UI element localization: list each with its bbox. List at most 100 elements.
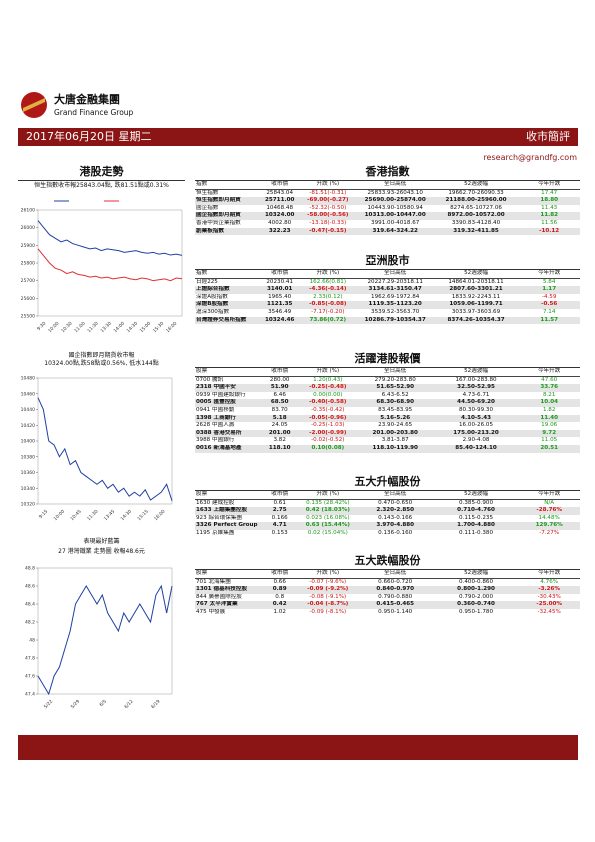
- x-tick-label: 13:45: [103, 508, 117, 522]
- x-tick-label: 14:30: [126, 320, 140, 334]
- table-cell: 7.14: [542, 308, 556, 315]
- table-cell: 10324.46: [265, 316, 295, 323]
- header-cell: 全日高低: [356, 181, 434, 190]
- table-cell: 0388 香港交易所: [196, 429, 242, 436]
- table-cell: -2.00(-0.99): [309, 429, 347, 436]
- line-series: [37, 220, 183, 256]
- table-cell: 51.90: [270, 384, 289, 391]
- table-cell: 1.02: [273, 608, 286, 615]
- table-cell: 319.64-324.22: [372, 227, 418, 234]
- table-cell: 4.76%: [540, 578, 559, 585]
- table-cell: 10443.90-10580.94: [367, 204, 423, 211]
- x-tick-label: 16:00: [153, 508, 167, 522]
- table-row: 香港中資企業指數 4002.80 -13.18(-0.33) 3991.00-4018…: [195, 220, 580, 228]
- header-cell: 52週波幅: [433, 491, 519, 500]
- table-row: 2318 中國平安 51.90 -0.25(-0.48) 51.65-52.90 32.…: [195, 384, 580, 392]
- header-cell: 升跌 (%): [298, 570, 357, 579]
- table-row: 深證A股指數 1965.40 2.33(0.12) 1962.69-1972.84 18…: [195, 294, 580, 302]
- table-cell: 0700 騰訊: [196, 376, 224, 383]
- y-tick-label: 47.6: [25, 674, 35, 680]
- table-cell: 2.90-4.08: [462, 437, 490, 444]
- x-tick-label: 10:45: [69, 508, 83, 522]
- x-tick-label: 11:30: [86, 320, 100, 334]
- table-cell: 201.00-203.80: [372, 429, 418, 436]
- x-tick-label: 11:30: [86, 508, 100, 522]
- table-row: 3326 Perfect Group 4.71 0.63 (15.44%) 3.970…: [195, 522, 580, 530]
- table-cell: 1.82: [542, 406, 556, 413]
- header-cell: 收市價: [260, 570, 299, 579]
- plot-frame: [37, 209, 183, 317]
- chart-subtitle: 10324.00點,跌58點或0.56%, 低水144點: [44, 360, 159, 367]
- y-tick-label: 10380: [21, 454, 35, 460]
- table-row: 0388 香港交易所 201.00 -2.00(-0.99) 201.00-203.8…: [195, 429, 580, 438]
- table-cell: 3326 Perfect Group: [196, 522, 258, 529]
- table-cell: 4.71: [272, 522, 287, 529]
- company-en: Grand Finance Group: [54, 108, 134, 117]
- table-cell: 10324.00: [265, 212, 295, 219]
- y-tick-label: 26000: [21, 225, 35, 231]
- table-cell: 16.00-26.05: [459, 422, 494, 429]
- table-cell: 73.86(0.72): [309, 316, 347, 323]
- table-cell: 20227.29-20318.11: [367, 278, 423, 285]
- table-cell: -28.76%: [536, 507, 562, 514]
- table-cell: 0.710-4.760: [457, 507, 495, 514]
- table-cell: -30.43%: [537, 593, 561, 600]
- table-row: 深證B股指數 1121.35 -0.85(-0.08) 1119.35-1123.20…: [195, 301, 580, 309]
- section-title: 香港指數: [195, 163, 580, 181]
- header-cell: 股票: [195, 491, 261, 500]
- table-cell: 10468.48: [266, 204, 294, 211]
- section-title: 五大跌幅股份: [195, 552, 580, 570]
- table-cell: 0.143-0.166: [378, 514, 413, 521]
- table-head: 指數 收市價 升跌 (%) 全日高低 52週波幅 今年升跌: [195, 270, 580, 279]
- table-row: 創業板指數 322.23 -0.47(-0.15) 319.64-324.22 319.…: [195, 227, 580, 236]
- table-cell: 4.73-6.71: [462, 391, 490, 398]
- x-tick-label: 10:30: [60, 320, 74, 334]
- table-cell: 0.950-1.140: [378, 608, 413, 615]
- table-cell: 11.56: [541, 219, 558, 226]
- header-cell: 今年升跌: [518, 570, 580, 579]
- x-tick-label: 14:30: [120, 508, 134, 522]
- table-cell: 0.840-0.970: [376, 586, 415, 593]
- table-cell: 0005 匯豐控股: [196, 399, 236, 406]
- header-cell: 升跌 (%): [298, 368, 357, 377]
- table-cell: 0.400-0.860: [459, 578, 494, 585]
- table-cell: 深證A股指數: [196, 293, 228, 300]
- table-cell: 51.65-52.90: [376, 384, 415, 391]
- header-cell: 指數: [195, 270, 261, 279]
- table-cell: 3140.01: [266, 286, 293, 293]
- table-cell: 1059.06-1199.71: [449, 301, 503, 308]
- table-cell: 1833.92-2243.11: [451, 293, 501, 300]
- header-cell: 52週波幅: [433, 181, 519, 190]
- table-cell: 香港中資企業指數: [196, 219, 241, 226]
- table-row: 2628 中國人壽 24.05 -0.25(-1.03) 23.90-24.65 16.…: [195, 422, 580, 430]
- header-cell: 升跌 (%): [298, 270, 357, 279]
- footer-bar: [18, 735, 578, 760]
- table-cell: 0941 中國移動: [196, 406, 235, 413]
- section-title: 港股走勢: [18, 163, 185, 181]
- table-cell: 2.33(0.12): [313, 293, 343, 300]
- table-cell: -81.51(-0.31): [309, 189, 347, 196]
- table-cell: 0939 中國建設銀行: [196, 391, 246, 398]
- table-cell: 1398 工商銀行: [196, 414, 236, 421]
- y-tick-label: 26100: [21, 208, 35, 214]
- table-row: 恒生指數即月期貨 25711.00 -69.00(-0.27) 25690.00-25…: [195, 197, 580, 205]
- table-row: 國企指數即月期貨 10324.00 -58.00(-0.56) 10313.00-10…: [195, 212, 580, 220]
- table-cell: 175.00-213.20: [453, 429, 499, 436]
- header-cell: 52週波幅: [433, 368, 519, 377]
- chart-subtitle: 國企指數即月期貨收市報: [68, 352, 135, 359]
- table-row: 844 廣譽國際控股 0.8 -0.08 (-9.1%) 0.790-0.880 0.7…: [195, 594, 580, 602]
- header-cell: 全日高低: [356, 570, 434, 579]
- header-cell: 指數: [195, 181, 261, 190]
- table-cell: 3988 中國銀行: [196, 437, 235, 444]
- table-cell: -7.27%: [539, 529, 560, 536]
- section-title: 亞洲股市: [195, 252, 580, 270]
- table-cell: 11.43: [541, 204, 558, 211]
- y-tick-label: 10360: [21, 470, 35, 476]
- table-cell: 1630 建成控股: [196, 499, 235, 506]
- y-tick-label: 25600: [21, 296, 35, 302]
- y-tick-label: 25700: [21, 278, 35, 284]
- table-cell: 5.18: [272, 414, 287, 421]
- table-cell: 33.76: [540, 384, 559, 391]
- table-row: 1398 工商銀行 5.18 -0.05(-0.96) 5.16-5.26 4.10-5…: [195, 414, 580, 423]
- table-cell: 10286.79-10354.37: [364, 316, 426, 323]
